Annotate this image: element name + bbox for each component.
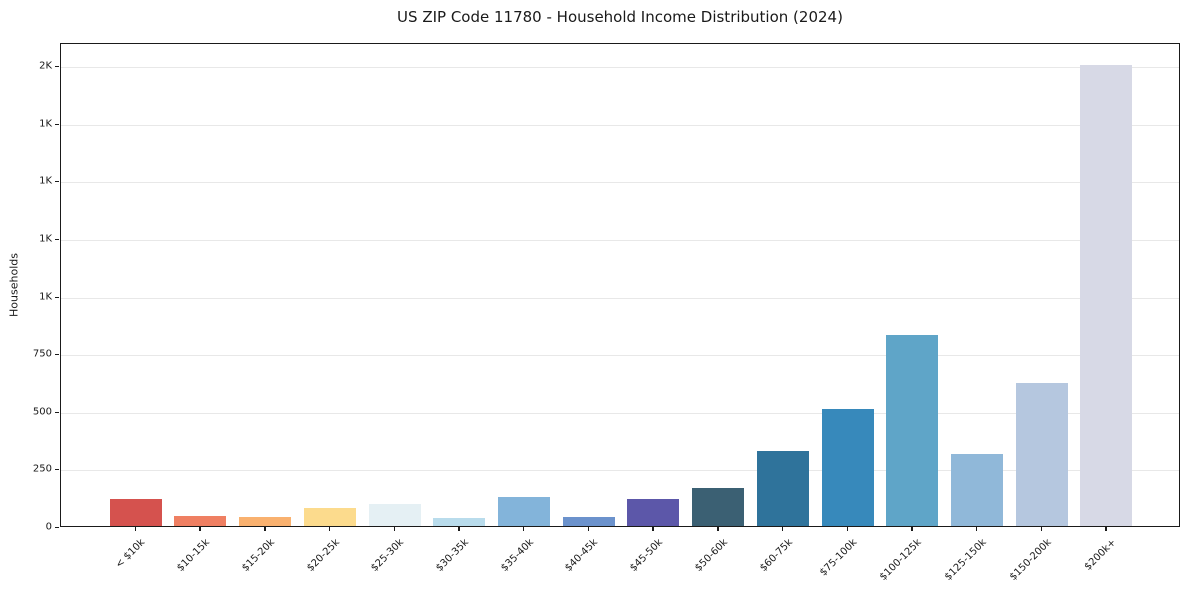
y-tick-mark bbox=[55, 181, 59, 183]
y-tick-mark bbox=[55, 527, 59, 528]
bar-$45-50k bbox=[627, 499, 680, 526]
gridline bbox=[61, 239, 1179, 241]
x-tick-label: $100-125k bbox=[878, 537, 924, 583]
gridline bbox=[61, 67, 1179, 68]
gridline bbox=[61, 470, 1179, 472]
chart-title: US ZIP Code 11780 - Household Income Dis… bbox=[397, 8, 843, 26]
y-tick-label: 1K bbox=[39, 291, 52, 302]
bar-$10-15k bbox=[174, 515, 227, 526]
y-tick-mark bbox=[55, 238, 59, 240]
y-tick-mark bbox=[55, 66, 59, 67]
x-tick-label: $150-200k bbox=[1007, 537, 1054, 583]
y-tick-label: 1K bbox=[39, 175, 52, 187]
x-tick-label: $125-150k bbox=[942, 537, 989, 583]
bar-$30-35k bbox=[433, 518, 486, 526]
x-tick-mark bbox=[717, 527, 719, 531]
y-tick-mark bbox=[55, 469, 59, 471]
bar-$200k+ bbox=[1080, 65, 1133, 526]
y-tick-label: 1K bbox=[39, 118, 52, 130]
x-tick-label: $40-45k bbox=[563, 537, 601, 574]
y-tick-label: 0 bbox=[45, 521, 52, 533]
x-tick-label: $25-30k bbox=[369, 537, 407, 574]
bar-$50-60k bbox=[692, 487, 745, 526]
bar-$75-100k bbox=[821, 408, 874, 526]
x-tick-mark bbox=[264, 527, 266, 531]
x-tick-label: $35-40k bbox=[498, 537, 536, 574]
bar-$35-40k bbox=[497, 496, 550, 526]
bar-$20-25k bbox=[303, 508, 356, 526]
y-tick-label: 250 bbox=[32, 463, 52, 475]
bar-$100-125k bbox=[886, 334, 939, 526]
bar-< $10k bbox=[109, 498, 162, 526]
y-tick-mark bbox=[55, 296, 59, 298]
x-tick-mark bbox=[911, 527, 913, 531]
x-tick-label: $10-15k bbox=[175, 537, 213, 574]
gridline bbox=[61, 124, 1179, 126]
y-tick-label: 500 bbox=[32, 406, 52, 418]
x-tick-mark bbox=[781, 527, 784, 531]
x-tick-label: $75-100k bbox=[817, 537, 860, 579]
y-tick-label: 2K bbox=[39, 60, 52, 72]
x-tick-label: $50-60k bbox=[692, 537, 730, 574]
x-tick-mark bbox=[1040, 527, 1043, 531]
x-tick-label: $30-35k bbox=[434, 537, 471, 574]
x-tick-mark bbox=[328, 527, 331, 531]
gridline bbox=[61, 182, 1179, 184]
x-tick-mark bbox=[652, 527, 654, 531]
x-tick-label: $20-25k bbox=[304, 537, 342, 574]
x-tick-label: $15-20k bbox=[239, 537, 277, 574]
x-tick-mark bbox=[522, 527, 525, 531]
y-tick-label: 1K bbox=[39, 233, 52, 245]
x-tick-mark bbox=[587, 527, 590, 531]
x-tick-label: $45-50k bbox=[628, 537, 666, 574]
x-tick-mark bbox=[134, 527, 137, 531]
bar-$15-20k bbox=[239, 516, 292, 526]
gridline bbox=[61, 355, 1179, 357]
gridline bbox=[61, 412, 1179, 414]
x-tick-label: $60-75k bbox=[757, 537, 795, 574]
gridline bbox=[61, 297, 1179, 299]
x-tick-label: < $10k bbox=[113, 537, 148, 571]
x-tick-mark bbox=[458, 527, 460, 531]
x-tick-label: $200k+ bbox=[1082, 537, 1119, 573]
y-tick-label: 750 bbox=[32, 348, 52, 360]
bar-$125-150k bbox=[950, 454, 1003, 526]
y-tick-mark bbox=[55, 354, 59, 356]
x-tick-mark bbox=[199, 527, 201, 531]
plot-area bbox=[60, 43, 1180, 527]
bar-$25-30k bbox=[368, 503, 421, 526]
x-tick-mark bbox=[393, 527, 395, 531]
x-tick-mark bbox=[846, 527, 848, 531]
x-tick-mark bbox=[975, 527, 978, 531]
bar-$40-45k bbox=[562, 516, 615, 526]
y-tick-mark bbox=[55, 123, 59, 125]
bar-$150-200k bbox=[1015, 382, 1068, 526]
y-axis-label: Households bbox=[7, 253, 21, 317]
y-tick-mark bbox=[55, 411, 59, 413]
bar-$60-75k bbox=[756, 451, 809, 526]
x-tick-mark bbox=[1105, 527, 1107, 531]
